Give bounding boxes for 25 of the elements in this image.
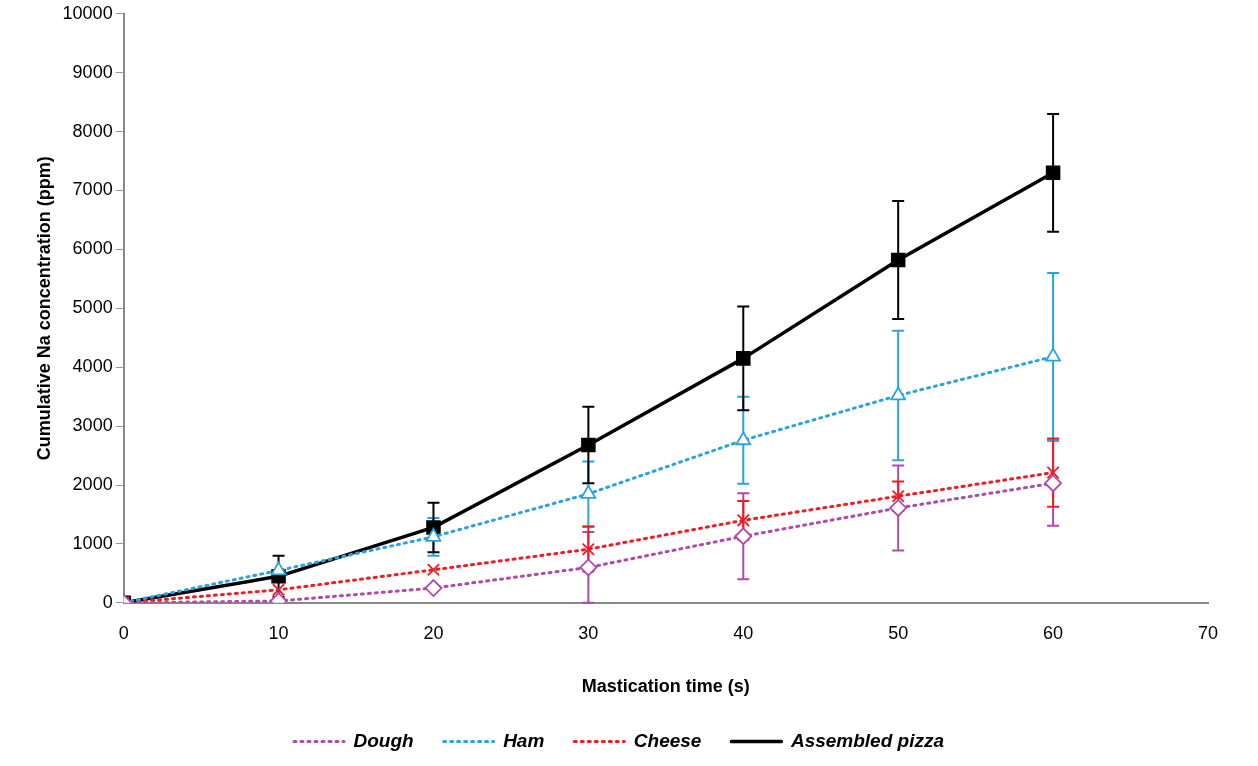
y-tick-label: 10000	[62, 2, 113, 23]
x-tick-label: 60	[1043, 622, 1064, 643]
legend-label: Ham	[503, 729, 545, 751]
y-tick-label: 5000	[72, 297, 113, 318]
y-tick-label: 0	[102, 591, 113, 612]
legend-label: Cheese	[633, 729, 702, 751]
y-tick-label: 9000	[72, 61, 113, 82]
legend-label: Assembled pizza	[789, 729, 945, 751]
y-tick-label: 1000	[72, 532, 113, 553]
x-tick-label: 20	[423, 622, 444, 643]
y-tick-label: 8000	[72, 120, 113, 141]
x-tick-label: 70	[1197, 622, 1219, 643]
y-tick-label: 7000	[72, 179, 113, 200]
y-tick-label: 4000	[72, 356, 113, 377]
x-tick-label: 40	[733, 622, 754, 643]
y-tick-label: 2000	[72, 473, 113, 494]
x-axis-title: Mastication time (s)	[581, 676, 750, 697]
y-axis-title: Cumulative Na concentration (ppm)	[33, 156, 54, 461]
x-tick-label: 30	[578, 622, 599, 643]
y-tick-label: 3000	[72, 415, 113, 436]
x-tick-label: 50	[888, 622, 909, 643]
legend-label: Dough	[353, 729, 414, 751]
x-tick-label: 10	[268, 622, 289, 643]
y-tick-label: 6000	[72, 238, 113, 259]
x-tick-label: 0	[118, 622, 129, 643]
